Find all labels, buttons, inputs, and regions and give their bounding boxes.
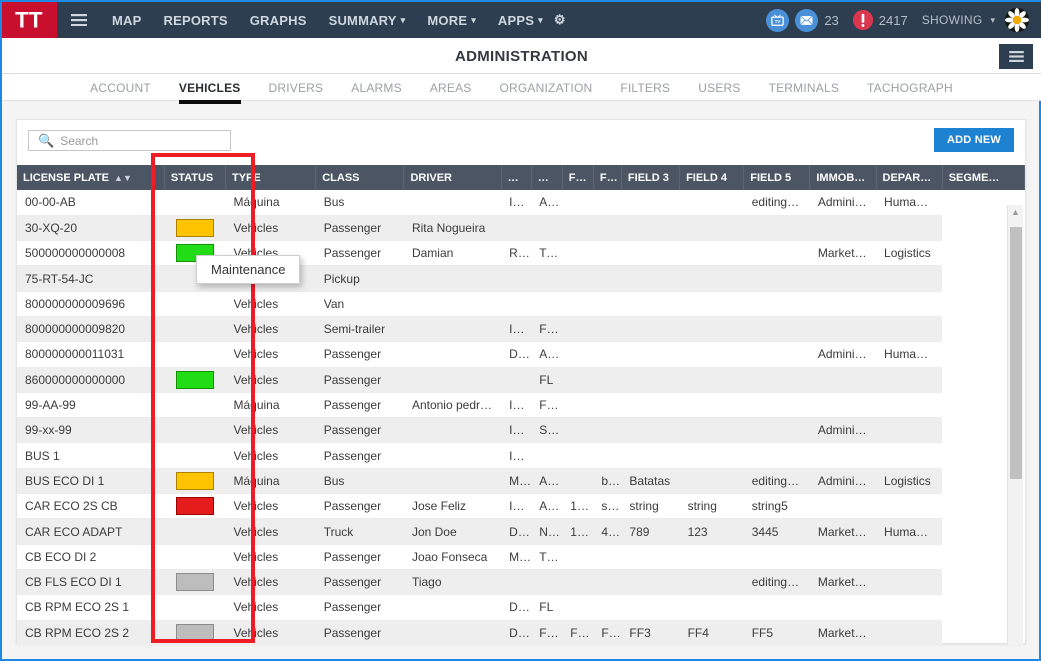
svg-text:TV: TV: [775, 19, 781, 24]
svg-text:TT: TT: [15, 8, 43, 33]
